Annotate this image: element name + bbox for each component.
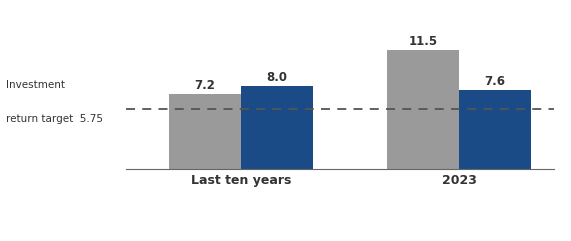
Text: 7.6: 7.6 (484, 75, 505, 88)
Text: 11.5: 11.5 (408, 34, 437, 47)
Bar (387, 50, 459, 169)
Bar (241, 86, 313, 169)
Text: 7.2: 7.2 (195, 79, 216, 92)
Text: return target  5.75: return target 5.75 (6, 114, 103, 124)
Bar (169, 94, 241, 169)
Bar (459, 90, 531, 169)
Text: 8.0: 8.0 (267, 71, 287, 84)
Text: Investment: Investment (6, 80, 65, 90)
